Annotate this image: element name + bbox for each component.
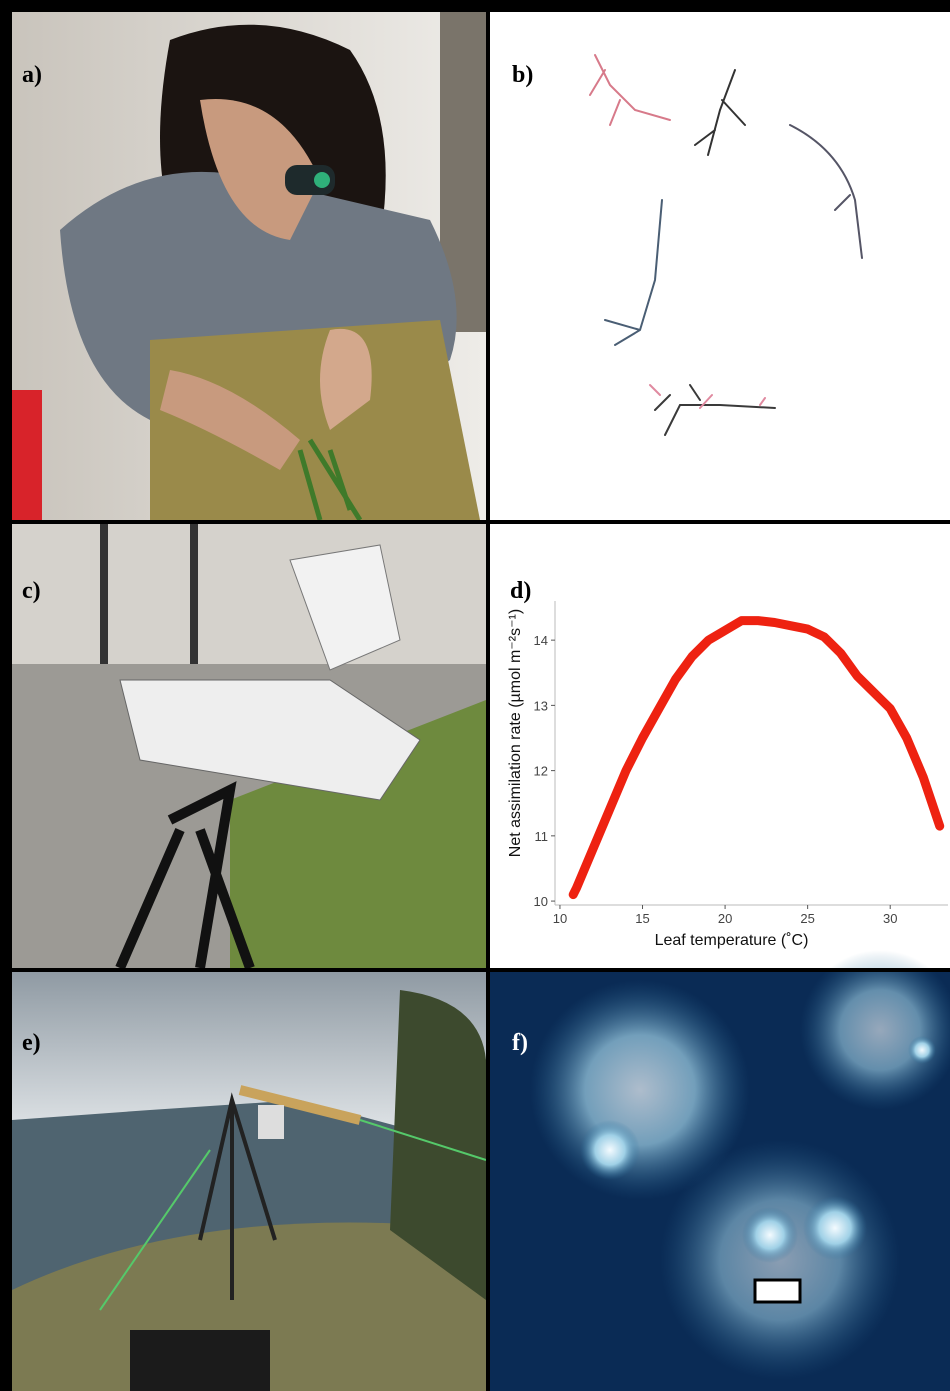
thermal-image-shape [908,1036,936,1064]
thermal-image-shape [580,1120,640,1180]
photo-e-shape [258,1105,284,1139]
x-tick-label: 15 [635,911,649,926]
thermal-image-shape [755,1280,800,1302]
y-tick-label: 11 [535,829,549,844]
photo-a [12,12,486,520]
photo-c-shape [100,524,108,664]
chart-background [490,524,950,968]
thermal-image-shape [742,1207,798,1263]
y-axis-label: Net assimilation rate (µmol m⁻²s⁻¹) [507,609,524,857]
panel-divider-shape [0,968,950,972]
panel-divider-shape [486,0,490,1391]
photo-a-shape [314,172,330,188]
x-tick-label: 30 [883,911,897,926]
photo-e [12,972,486,1391]
photo-c-shape [12,524,486,664]
photo-c [12,524,486,968]
x-tick-label: 25 [800,911,814,926]
thermal-image [490,950,950,1391]
panel-divider-shape [0,520,950,524]
figure: a) b) c) e) f) d) 10 11 12 13 14 10 15 20 25 30 Lea… [0,0,950,1391]
panel-label: b) [512,62,533,88]
panel-label: c) [22,578,41,604]
panel-label: a) [22,62,42,88]
x-axis-label: Leaf temperature (˚C) [655,932,809,949]
panel-label: e) [22,1030,41,1056]
x-tick-label: 10 [553,911,567,926]
panel-label: d) [510,578,531,604]
panel-label: f) [512,1030,528,1056]
photo-e-shape [130,1330,270,1391]
photo-c-shape [190,524,198,664]
photo-a-shape [12,390,42,520]
y-tick-label: 14 [534,633,548,648]
thermal-image-shape [803,1196,867,1260]
x-tick-label: 20 [718,911,732,926]
root-scans-shape [490,12,950,520]
y-tick-label: 13 [534,698,548,713]
y-tick-label: 12 [534,764,548,779]
y-tick-label: 10 [534,894,548,909]
root-scans [490,12,950,520]
